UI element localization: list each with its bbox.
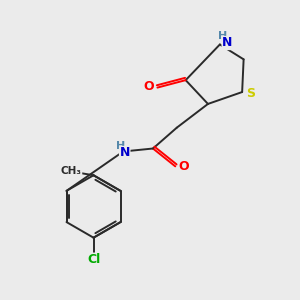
Text: CH₃: CH₃	[61, 166, 82, 176]
Text: N: N	[222, 37, 232, 50]
Text: N: N	[119, 146, 130, 160]
Text: S: S	[247, 87, 256, 100]
Text: H: H	[218, 31, 227, 41]
Text: O: O	[144, 80, 154, 93]
Text: Cl: Cl	[87, 253, 100, 266]
Text: H: H	[116, 141, 125, 151]
Text: O: O	[178, 160, 189, 173]
